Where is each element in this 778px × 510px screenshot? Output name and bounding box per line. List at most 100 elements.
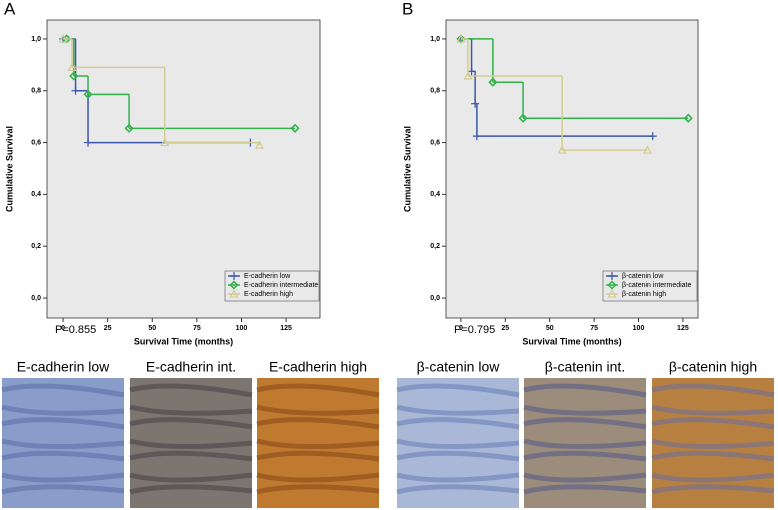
image-caption: β-catenin high [669,359,757,375]
annotation: P=0.855 [55,324,96,336]
marker [229,280,239,290]
marker [254,140,264,149]
marker [67,62,77,72]
micrograph-texture [651,417,775,430]
image-caption: β-catenin low [417,359,501,375]
micrograph-texture [396,484,520,495]
marker [607,280,617,290]
micrograph-texture [256,417,380,430]
x-tick-label: 100 [236,325,248,332]
micrograph-texture [129,438,253,450]
micrograph-texture [256,404,380,416]
micrograph-texture [523,417,647,430]
micrograph-texture [1,484,125,495]
micrograph-texture [1,383,125,398]
micrograph-texture [1,438,125,450]
micrograph-texture [256,383,380,398]
legend-box [224,270,320,302]
legend-label: β-catenin high [622,291,666,298]
micrograph-texture [523,438,647,450]
micrograph-texture [129,404,253,416]
marker [463,71,473,80]
image-caption: E-cadherin high [269,359,367,375]
y-tick-label: 0,6 [430,139,440,146]
micrograph-texture [129,450,253,462]
micrograph-texture [129,484,253,495]
marker [642,145,652,154]
y-tick-label: 0,6 [31,139,41,146]
image-caption: E-cadherin int. [146,359,236,375]
micrograph-texture [129,383,253,398]
x-tick-label: 0 [61,325,65,332]
micrograph-texture [523,383,647,398]
marker [557,145,567,154]
micrograph-texture [1,404,125,416]
marker [683,113,693,123]
x-tick-label: 25 [104,325,112,332]
marker [84,138,93,147]
micrograph-texture [256,472,380,483]
legend-label: β-catenin intermediate [622,282,692,289]
micrograph-texture [256,450,380,462]
legend-box [602,270,698,302]
marker [518,113,528,123]
micrograph-texture [396,438,520,450]
plot-area [445,19,699,319]
x-tick-label: 125 [677,325,689,332]
micrograph-texture [129,472,253,483]
micrograph-texture [523,404,647,416]
x-tick-label: 0 [459,325,463,332]
marker [230,272,238,280]
y-tick-label: 1,0 [31,36,41,43]
micrograph-texture [523,450,647,462]
legend-label: E-cadherin low [244,273,291,280]
legend-label: β-catenin low [622,273,664,280]
y-tick-label: 0,2 [31,243,41,250]
y-tick-label: 0,4 [31,191,41,198]
x-tick-label: 100 [633,325,645,332]
y-axis-label: Cumulative Survival [402,126,412,212]
panel-label: A [4,0,16,18]
marker [472,132,481,141]
x-tick-label: 75 [193,325,201,332]
micrograph-texture [1,450,125,462]
micrograph-texture [523,472,647,483]
marker [290,123,300,133]
micrograph-texture [651,450,775,462]
marker [648,132,657,141]
marker [608,272,616,280]
image-caption: β-catenin int. [545,359,625,375]
x-tick-label: 50 [148,325,156,332]
micrograph-texture [396,404,520,416]
micrograph-texture [396,450,520,462]
micrograph-texture [256,438,380,450]
marker [160,137,170,147]
x-tick-label: 25 [501,325,509,332]
y-tick-label: 1,0 [430,36,440,43]
y-axis-label: Cumulative Survival [4,126,14,212]
micrograph-texture [651,472,775,483]
y-tick-label: 0,4 [430,191,440,198]
marker [69,71,79,81]
micrograph-texture [651,438,775,450]
micrograph-texture [256,484,380,495]
micrograph-texture [396,383,520,398]
marker [83,89,93,99]
y-tick-label: 0,8 [430,88,440,95]
y-tick-label: 0,0 [430,295,440,302]
micrograph-texture [651,484,775,495]
legend-label: E-cadherin high [244,291,293,298]
image-caption: E-cadherin low [17,359,110,375]
x-axis-label: Survival Time (months) [134,336,233,346]
marker [488,77,498,87]
legend-label: E-cadherin intermediate [244,282,318,289]
micrograph-texture [651,404,775,416]
marker [124,123,134,133]
marker [229,289,239,298]
micrograph-texture [651,383,775,398]
annotation: P=0.795 [454,324,495,336]
y-tick-label: 0,2 [430,243,440,250]
marker [71,86,80,95]
